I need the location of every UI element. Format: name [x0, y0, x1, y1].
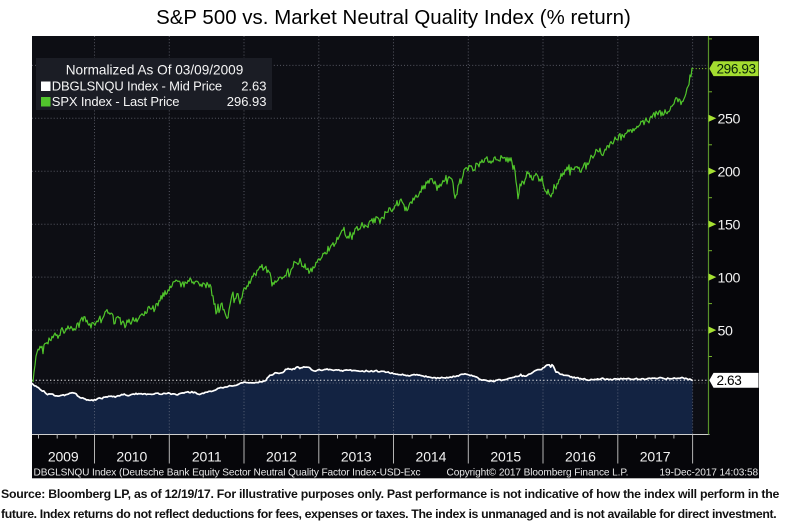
svg-text:100: 100	[718, 270, 741, 286]
svg-text:2010: 2010	[116, 449, 147, 465]
svg-text:Copyright© 2017 Bloomberg Fina: Copyright© 2017 Bloomberg Finance L.P.	[447, 468, 629, 479]
svg-text:250: 250	[718, 112, 741, 128]
svg-text:SPX Index - Last Price: SPX Index - Last Price	[52, 94, 179, 109]
svg-text:296.93: 296.93	[717, 61, 756, 76]
svg-text:2014: 2014	[416, 449, 447, 465]
svg-text:DBGLSNQU Index - Mid Price: DBGLSNQU Index - Mid Price	[52, 79, 222, 94]
svg-text:2009: 2009	[48, 449, 79, 465]
svg-text:2012: 2012	[266, 449, 297, 465]
svg-text:150: 150	[718, 217, 741, 233]
svg-text:2016: 2016	[565, 449, 596, 465]
svg-text:2015: 2015	[490, 449, 521, 465]
svg-text:19-Dec-2017 14:03:58: 19-Dec-2017 14:03:58	[660, 468, 759, 479]
svg-text:200: 200	[718, 164, 741, 180]
svg-text:DBGLSNQU Index (Deutsche Bank: DBGLSNQU Index (Deutsche Bank Equity Sec…	[34, 468, 421, 479]
svg-text:2013: 2013	[341, 449, 372, 465]
svg-text:2011: 2011	[192, 449, 222, 465]
svg-text:2017: 2017	[640, 449, 671, 465]
svg-text:2.63: 2.63	[241, 79, 266, 94]
svg-text:Normalized As Of 03/09/2009: Normalized As Of 03/09/2009	[66, 63, 244, 78]
svg-text:2.63: 2.63	[717, 373, 742, 388]
svg-text:50: 50	[718, 323, 733, 339]
svg-text:296.93: 296.93	[227, 94, 267, 109]
